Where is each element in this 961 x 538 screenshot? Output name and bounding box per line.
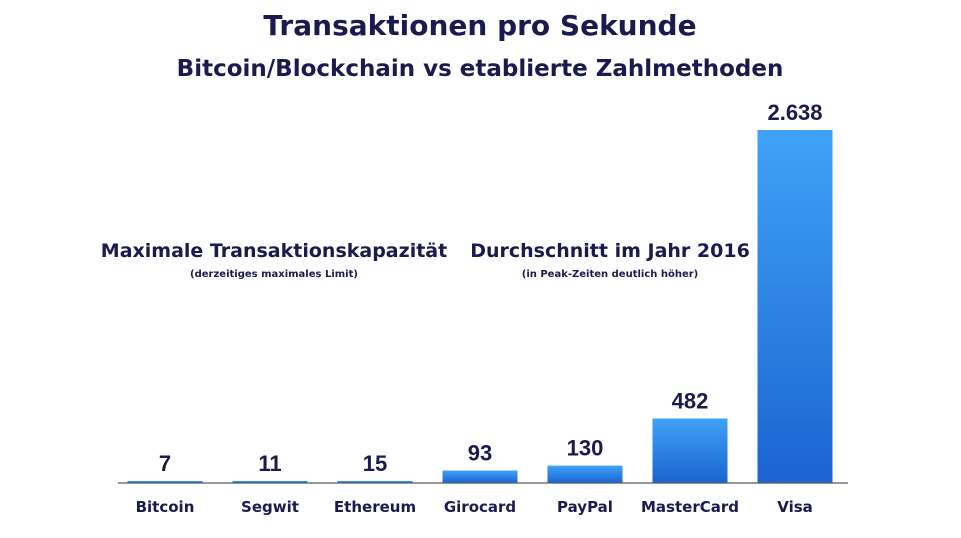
chart-subtitle: Bitcoin/Blockchain vs etablierte Zahlmet… <box>177 56 784 82</box>
category-labels-group: Bitcoin Segwit Ethereum Girocard PayPal Maste… <box>136 498 813 516</box>
bar-ethereum <box>337 480 413 483</box>
category-label-mastercard: MasterCard <box>641 498 739 516</box>
bars-group <box>127 130 833 483</box>
value-label-paypal: 130 <box>567 436 604 461</box>
bar-paypal <box>547 465 623 483</box>
bar-girocard <box>442 470 518 483</box>
value-label-ethereum: 15 <box>363 451 387 476</box>
bar-mastercard <box>652 418 728 483</box>
annotation-capacity-sub: (derzeitiges maximales Limit) <box>190 269 358 280</box>
bar-bitcoin <box>127 481 203 483</box>
value-label-bitcoin: 7 <box>159 451 171 476</box>
bar-visa <box>757 130 833 483</box>
category-label-visa: Visa <box>777 498 813 516</box>
annotation-capacity: Maximale Transaktionskapazität <box>101 240 447 262</box>
category-label-paypal: PayPal <box>557 498 613 516</box>
value-label-mastercard: 482 <box>672 389 709 414</box>
category-label-girocard: Girocard <box>444 498 516 516</box>
chart-title: Transaktionen pro Sekunde <box>263 9 696 42</box>
category-label-segwit: Segwit <box>241 498 299 516</box>
bar-segwit <box>232 481 308 483</box>
value-labels-group: 7 11 15 93 130 482 2.638 <box>159 100 823 476</box>
value-label-segwit: 11 <box>258 451 281 476</box>
category-label-bitcoin: Bitcoin <box>136 498 195 516</box>
category-label-ethereum: Ethereum <box>334 498 416 516</box>
value-label-girocard: 93 <box>468 441 492 466</box>
value-label-visa: 2.638 <box>767 100 822 125</box>
annotation-average: Durchschnitt im Jahr 2016 <box>470 240 750 262</box>
annotation-average-sub: (in Peak-Zeiten deutlich höher) <box>522 269 699 280</box>
